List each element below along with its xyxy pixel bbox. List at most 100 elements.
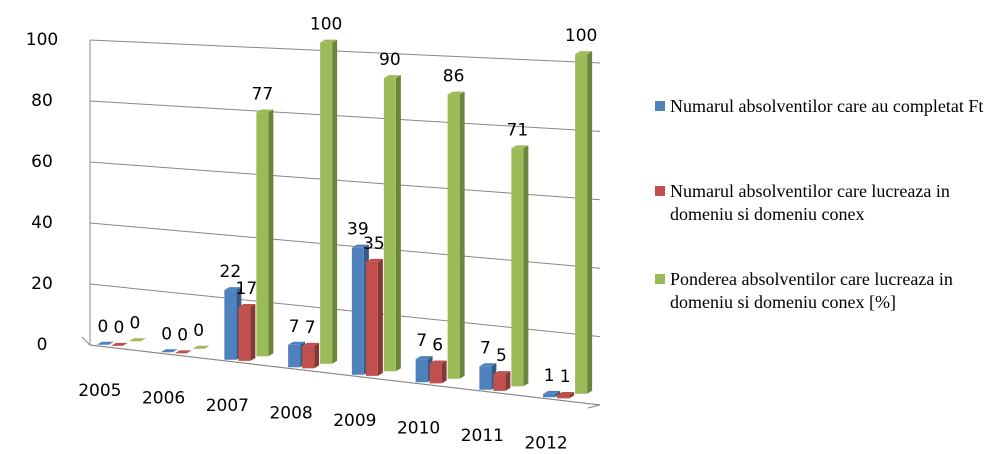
data-label: 7 bbox=[289, 317, 300, 337]
bar-side bbox=[555, 390, 561, 398]
y-tick-label: 80 bbox=[31, 91, 53, 111]
bar-top bbox=[224, 287, 242, 291]
bar bbox=[493, 374, 506, 391]
y-tick-label: 60 bbox=[31, 152, 53, 172]
bar-top bbox=[493, 371, 511, 375]
bar-side bbox=[569, 391, 575, 399]
bar bbox=[557, 394, 570, 399]
bar bbox=[320, 42, 333, 364]
bar-top bbox=[174, 350, 192, 354]
grid-line bbox=[89, 100, 601, 132]
data-label: 7 bbox=[480, 338, 491, 358]
x-tick-label: 2009 bbox=[333, 411, 376, 431]
data-label: 86 bbox=[443, 67, 465, 87]
bar-top bbox=[575, 51, 593, 55]
bar-top bbox=[351, 244, 369, 248]
bar bbox=[383, 78, 396, 372]
data-label: 0 bbox=[193, 321, 204, 341]
y-tick-label: 20 bbox=[31, 274, 53, 294]
data-label: 6 bbox=[432, 336, 443, 356]
data-label: 5 bbox=[496, 346, 507, 366]
x-tick-label: 2011 bbox=[461, 426, 504, 446]
legend-label: Numarul absolventilor care lucreaza in d… bbox=[670, 181, 950, 224]
x-tick-label: 2007 bbox=[206, 396, 249, 416]
data-label: 90 bbox=[379, 50, 401, 70]
bar-side bbox=[268, 109, 274, 357]
data-label: 1 bbox=[544, 366, 555, 386]
legend-item: Ponderea absolventilor care lucreaza in … bbox=[655, 268, 995, 314]
bar-top bbox=[302, 342, 320, 346]
bar-top bbox=[479, 363, 497, 367]
bar-top bbox=[415, 356, 433, 360]
bar-side bbox=[441, 360, 447, 384]
bar-side bbox=[459, 91, 465, 379]
y-tick-label: 100 bbox=[26, 30, 58, 50]
bar bbox=[415, 359, 428, 383]
bar-side bbox=[314, 342, 320, 369]
data-label: 0 bbox=[113, 318, 124, 338]
data-label: 39 bbox=[347, 220, 369, 240]
bar-top bbox=[383, 75, 401, 79]
bar bbox=[238, 307, 251, 361]
data-label: 35 bbox=[363, 234, 385, 254]
x-tick-label: 2008 bbox=[269, 403, 312, 423]
bar-top bbox=[365, 258, 383, 262]
bar-side bbox=[587, 51, 593, 394]
bar-side bbox=[395, 75, 401, 372]
bar bbox=[511, 148, 524, 387]
y-tick-label: 0 bbox=[37, 335, 48, 355]
x-tick-label: 2012 bbox=[524, 433, 567, 453]
bar bbox=[256, 112, 269, 357]
grid-line bbox=[89, 39, 601, 64]
bar bbox=[429, 363, 442, 384]
data-label: 0 bbox=[177, 325, 188, 345]
bar bbox=[479, 366, 492, 390]
bar bbox=[224, 290, 237, 360]
bar-side bbox=[523, 145, 529, 387]
bar bbox=[288, 344, 301, 368]
bar-top bbox=[160, 349, 178, 353]
legend-label: Ponderea absolventilor care lucreaza in … bbox=[670, 269, 953, 312]
x-tick-label: 2006 bbox=[142, 388, 185, 408]
data-label: 100 bbox=[310, 15, 342, 35]
data-label: 71 bbox=[507, 120, 529, 140]
y-tick-label: 40 bbox=[31, 213, 53, 233]
bar-top bbox=[256, 109, 274, 113]
data-label: 7 bbox=[305, 318, 316, 338]
data-label: 100 bbox=[565, 26, 597, 46]
data-label: 7 bbox=[416, 331, 427, 351]
legend-label: Numarul absolventilor care au completat … bbox=[670, 96, 984, 116]
data-label: 1 bbox=[560, 367, 571, 387]
bar-side bbox=[332, 39, 338, 364]
bar-top bbox=[128, 338, 146, 342]
bar-side bbox=[505, 371, 511, 391]
legend-swatch bbox=[655, 101, 665, 111]
bar-top bbox=[320, 39, 338, 43]
bar-top bbox=[511, 145, 529, 149]
x-tick-label: 2005 bbox=[78, 381, 121, 401]
bar-top bbox=[429, 360, 447, 364]
legend-swatch bbox=[655, 274, 665, 284]
data-label: 0 bbox=[97, 317, 108, 337]
data-label: 17 bbox=[236, 279, 258, 299]
legend-item: Numarul absolventilor care au completat … bbox=[655, 95, 995, 118]
bar bbox=[302, 345, 315, 369]
bar-top bbox=[447, 91, 465, 95]
bar bbox=[351, 247, 364, 375]
bar bbox=[543, 393, 556, 398]
data-label: 0 bbox=[129, 313, 140, 333]
bar bbox=[575, 54, 588, 394]
bar bbox=[365, 261, 378, 376]
bar-top bbox=[557, 391, 575, 395]
bar-top bbox=[110, 342, 128, 346]
bar-top bbox=[192, 345, 210, 349]
bar-side bbox=[250, 304, 256, 361]
bar bbox=[447, 94, 460, 379]
bar-top bbox=[96, 341, 114, 345]
data-label: 22 bbox=[220, 262, 242, 282]
bar-top bbox=[288, 341, 306, 345]
x-tick-label: 2010 bbox=[397, 418, 440, 438]
data-label: 0 bbox=[161, 324, 172, 344]
